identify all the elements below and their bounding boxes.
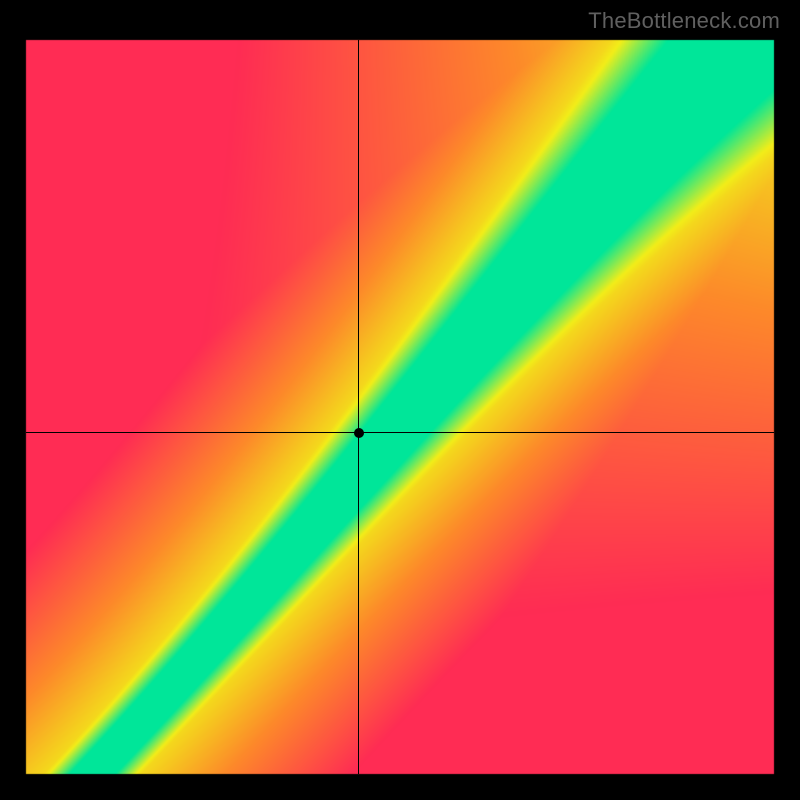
crosshair-horizontal	[26, 432, 774, 433]
chart-container: TheBottleneck.com	[0, 0, 800, 800]
watermark-text: TheBottleneck.com	[588, 8, 780, 34]
crosshair-marker	[354, 428, 364, 438]
heatmap-canvas	[0, 0, 800, 800]
crosshair-vertical	[358, 40, 359, 774]
